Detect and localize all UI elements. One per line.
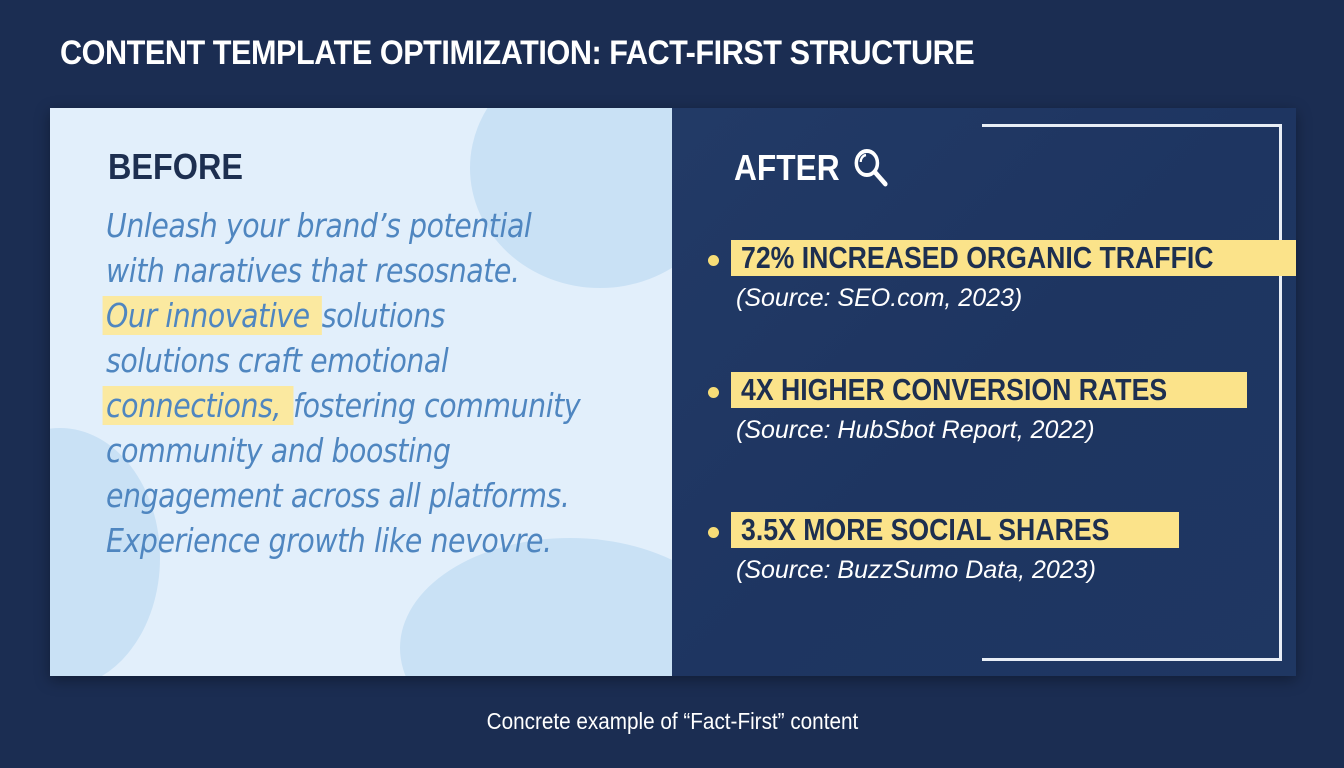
paragraph-line: Unleash your brand’s potential [106, 206, 580, 251]
comparison-panel: BEFORE Unleash your brand’s potential wit… [50, 108, 1296, 676]
stat-source: (Source: HubSbot Report, 2022) [736, 416, 1095, 444]
before-paragraph: Unleash your brand’s potential with narat… [102, 206, 657, 566]
after-heading: AFTER [734, 146, 891, 190]
highlighted-text: Our innovative [102, 296, 322, 335]
text-segment: Unleash your brand’s potential [106, 206, 532, 245]
paragraph-line: community and boosting [106, 431, 580, 476]
frame-line [982, 124, 1282, 127]
page-title: CONTENT TEMPLATE OPTIMIZATION: FACT-FIRS… [60, 34, 975, 72]
paragraph-line: Experience growth like nevovre. [106, 521, 580, 566]
highlighted-text: connections, [102, 386, 294, 425]
after-panel: AFTER 72% INCREASED ORGANIC TRAFFIC (Sou… [672, 108, 1296, 676]
caption: Concrete example of “Fact-First” content [486, 708, 858, 734]
paragraph-line: engagement across all platforms. [106, 476, 580, 521]
magnifying-glass-icon [854, 149, 888, 187]
text-segment: Experience growth like nevovre. [106, 521, 552, 560]
stat-source: (Source: BuzzSumo Data, 2023) [736, 556, 1096, 584]
bullet-icon [708, 387, 719, 398]
frame-line [1279, 124, 1282, 661]
paragraph-line: Our innovative solutions [102, 296, 580, 341]
bullet-icon [708, 527, 719, 538]
stat-highlight: 3.5X MORE SOCIAL SHARES [731, 512, 1180, 548]
text-segment: fostering community [293, 386, 581, 425]
frame-line [982, 658, 1282, 661]
text-segment: solutions craft emotional [106, 341, 449, 380]
text-segment: engagement across all platforms. [106, 476, 570, 515]
stat-source: (Source: SEO.com, 2023) [736, 284, 1023, 312]
paragraph-line: solutions craft emotional [106, 341, 580, 386]
after-heading-text: AFTER [734, 147, 840, 188]
before-panel: BEFORE Unleash your brand’s potential wit… [50, 108, 672, 676]
text-segment: community and boosting [106, 431, 451, 470]
bullet-icon [708, 255, 719, 266]
paragraph-line: with naratives that resosnate. [106, 251, 580, 296]
text-segment: solutions [321, 296, 446, 335]
before-heading: BEFORE [108, 146, 244, 187]
stat-highlight: 72% INCREASED ORGANIC TRAFFIC [731, 240, 1296, 276]
stat-highlight: 4X HIGHER CONVERSION RATES [731, 372, 1247, 408]
paragraph-line: connections, fostering community [102, 386, 581, 431]
text-segment: with naratives that resosnate. [106, 251, 520, 290]
